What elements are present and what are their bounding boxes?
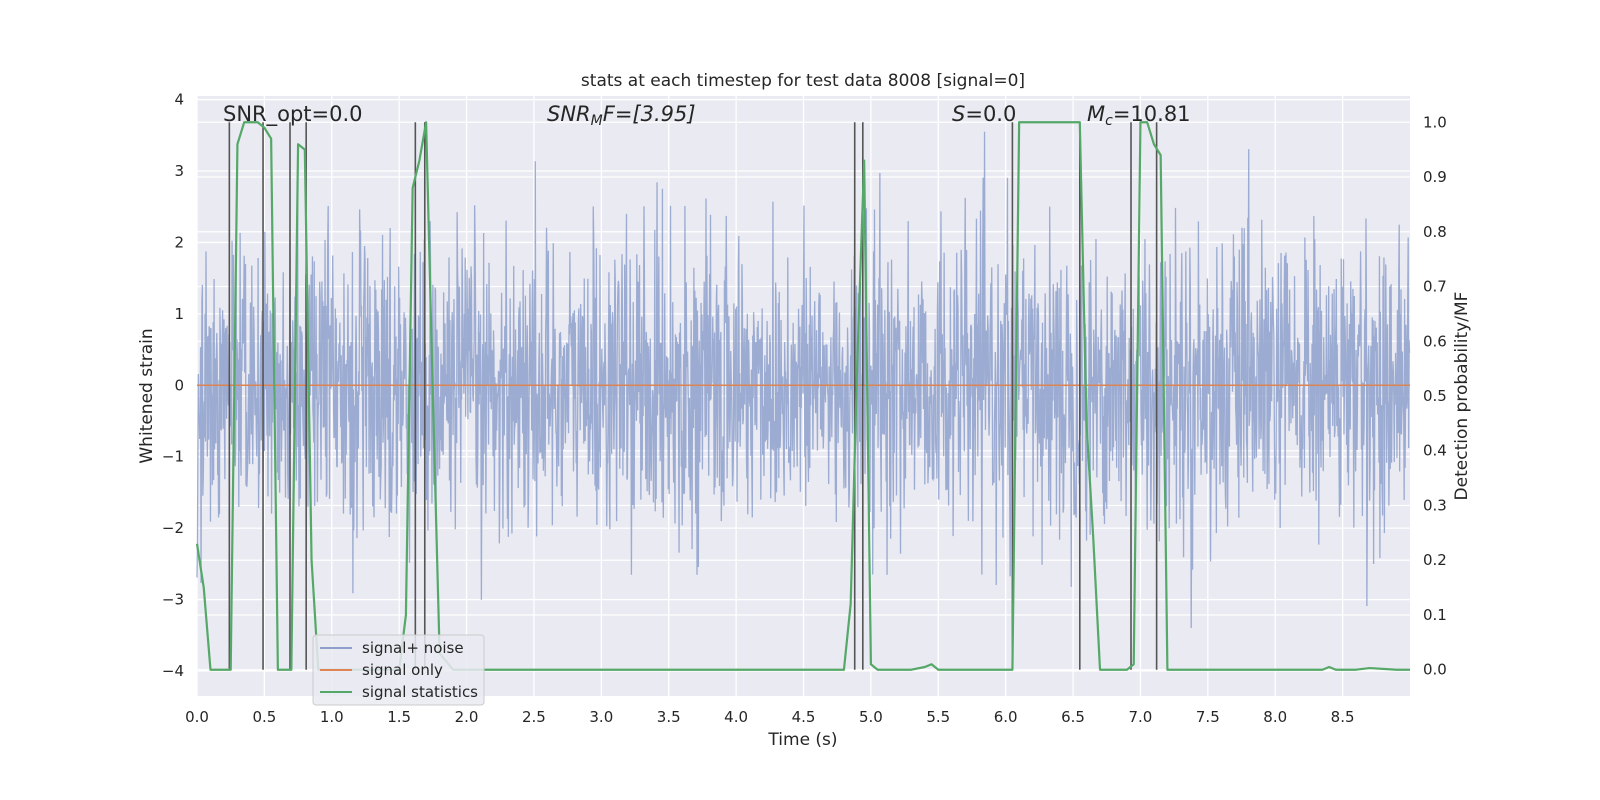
- left-y-tick-label-6: 2: [174, 233, 184, 251]
- right-y-tick-label-6: 0.6: [1423, 332, 1447, 350]
- x-tick-label-11: 5.5: [926, 708, 950, 726]
- left-y-tick-label-2: −2: [162, 519, 184, 537]
- x-tick-label-14: 7.0: [1129, 708, 1153, 726]
- right-y-tick-label-0: 0.0: [1423, 661, 1447, 679]
- x-tick-label-4: 2.0: [455, 708, 479, 726]
- signal-statistics-line: [195, 121, 1410, 671]
- x-tick-label-8: 4.0: [724, 708, 748, 726]
- left-y-tick-label-7: 3: [174, 162, 184, 180]
- x-tick-label-15: 7.5: [1196, 708, 1220, 726]
- x-tick-labels: 0.0 0.5 1.0 1.5 2.0 2.5 3.0 3.5 4.0 4.5 5.0 5.5 6.0 6…: [185, 708, 1354, 726]
- legend-box: [312, 634, 485, 706]
- x-tick-label-3: 1.5: [387, 708, 411, 726]
- x-axis-label: Time (s): [767, 730, 837, 750]
- right-y-tick-label-9: 0.9: [1423, 168, 1447, 186]
- x-tick-label-17: 8.5: [1331, 708, 1355, 726]
- right-y-tick-label-10: 1.0: [1423, 113, 1447, 131]
- right-y-tick-label-4: 0.4: [1423, 442, 1447, 460]
- annotation-mc: Mc=10.81: [1087, 102, 1191, 129]
- plot-area: [195, 96, 1411, 696]
- x-tick-label-5: 2.5: [522, 708, 546, 726]
- x-tick-label-2: 1.0: [320, 708, 344, 726]
- annotation-snr-opt: SNR_opt=0.0: [223, 102, 363, 127]
- x-tick-label-7: 3.5: [657, 708, 681, 726]
- y-axis-label: Whitened strain: [137, 328, 157, 463]
- x-tick-label-16: 8.0: [1263, 708, 1287, 726]
- right-y-tick-label-3: 0.3: [1423, 496, 1447, 514]
- x-tick-label-6: 3.0: [589, 708, 613, 726]
- x-tick-label-9: 4.5: [792, 708, 816, 726]
- legend: signal+ noise signal only signal statist…: [312, 634, 485, 706]
- left-y-tick-label-0: −4: [162, 662, 184, 680]
- annotation-snr-mf: SNRMF=[3.95]: [547, 102, 696, 129]
- left-y-tick-label-3: −1: [162, 448, 184, 466]
- vertical-marker-lines: [228, 122, 1158, 670]
- left-y-tick-label-1: −3: [162, 591, 184, 609]
- x-tick-label-13: 6.5: [1061, 708, 1085, 726]
- legend-label-signal-only: signal only: [362, 661, 443, 679]
- right-y-tick-label-2: 0.2: [1423, 551, 1447, 569]
- right-y-tick-label-5: 0.5: [1423, 387, 1447, 405]
- annotation-s: S=0.0: [952, 102, 1016, 126]
- left-y-tick-label-5: 1: [174, 305, 184, 323]
- x-tick-label-0: 0.0: [185, 708, 209, 726]
- right-y-tick-label-1: 0.1: [1423, 606, 1447, 624]
- chart-title: stats at each timestep for test data 800…: [581, 71, 1025, 91]
- right-y-tick-label-7: 0.7: [1423, 278, 1447, 296]
- y-axis-label-right: Detection probability/MF: [1452, 292, 1472, 501]
- right-y-tick-labels: 0.0 0.1 0.2 0.3 0.4 0.5 0.6 0.7 0.8 0.9 1.0: [1423, 113, 1447, 678]
- signal-noise-series: [196, 131, 1411, 629]
- x-tick-label-12: 6.0: [994, 708, 1018, 726]
- legend-label-signal-statistics: signal statistics: [362, 683, 478, 701]
- right-y-tick-label-8: 0.8: [1423, 223, 1447, 241]
- signal-noise-line: [196, 131, 1411, 629]
- left-y-tick-labels: −4 −3 −2 −1 0 1 2 3 4: [162, 91, 184, 680]
- signal-statistics-series: [195, 121, 1410, 671]
- x-tick-label-1: 0.5: [252, 708, 276, 726]
- x-tick-label-10: 5.0: [859, 708, 883, 726]
- left-y-tick-label-4: 0: [174, 376, 184, 394]
- left-y-tick-label-8: 4: [174, 91, 184, 109]
- legend-label-signal-noise: signal+ noise: [362, 639, 464, 657]
